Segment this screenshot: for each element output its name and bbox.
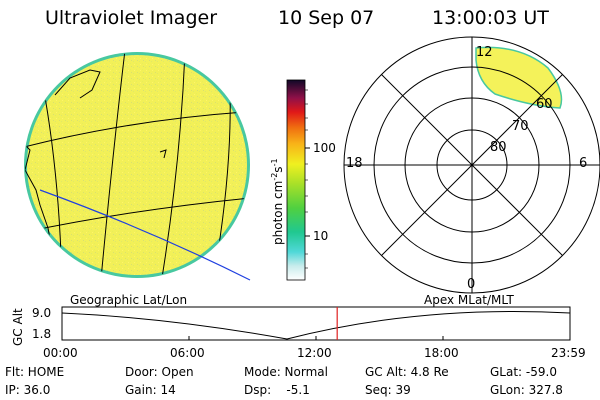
timeline-y-max: 9.0	[32, 306, 52, 320]
geographic-panel-label: Geographic Lat/Lon	[70, 293, 188, 307]
info-seq: Seq: 39	[365, 383, 411, 397]
timeline-y-label: GC Alt	[11, 308, 25, 346]
coastline	[54, 69, 101, 99]
longitude-line	[159, 53, 186, 277]
terminator-line	[39, 189, 251, 281]
mlt-12-label: 12	[476, 45, 493, 60]
altitude-timeline	[61, 306, 571, 341]
colorbar-minor-ticks	[305, 89, 308, 269]
time-label: 13:00:03 UT	[432, 7, 549, 29]
info-glat: GLat: -59.0	[490, 365, 557, 379]
coastline	[159, 149, 167, 159]
date-label: 10 Sep 07	[278, 7, 375, 29]
instrument-title: Ultraviolet Imager	[45, 7, 218, 29]
lat-60-label: 60	[536, 97, 553, 112]
lat-70-label: 70	[512, 119, 529, 134]
info-gc-alt: GC Alt: 4.8 Re	[365, 365, 449, 379]
timeline-y-min: 1.8	[32, 327, 52, 341]
colorbar-label-100: 100	[313, 141, 336, 155]
latitude-line	[25, 111, 246, 149]
info-dsp: Dsp: -5.1	[244, 383, 310, 397]
longitude-line	[99, 53, 126, 277]
timeline-tick-0: 00:00	[43, 346, 78, 360]
colorbar-unit-label: photon cm-2s-1	[270, 158, 285, 245]
lat-80-label: 80	[490, 140, 507, 155]
geographic-disk-panel	[24, 52, 251, 281]
timeline-tick-3: 18:00	[424, 346, 459, 360]
mlt-18-label: 18	[346, 156, 363, 171]
info-door: Door: Open	[125, 365, 194, 379]
info-flt: Flt: HOME	[5, 365, 65, 379]
timeline-tick-2: 12:00	[297, 346, 332, 360]
apex-panel-label: Apex MLat/MLT	[424, 293, 514, 307]
mlt-0-label: 0	[467, 277, 476, 292]
info-gain: Gain: 14	[125, 383, 176, 397]
latitude-line	[25, 197, 249, 233]
polar-diagonal	[381, 74, 563, 256]
info-ip: IP: 36.0	[5, 383, 51, 397]
altitude-curve	[61, 310, 571, 340]
timeline-tick-1: 06:00	[170, 346, 205, 360]
colorbar	[286, 79, 306, 281]
timeline-tick-4: 23:59	[551, 346, 586, 360]
info-mode: Mode: Normal	[244, 365, 328, 379]
mlt-6-label: 6	[579, 156, 588, 171]
polar-plot	[343, 36, 600, 294]
disk-fill	[27, 55, 247, 275]
auroral-blob	[475, 46, 563, 109]
info-glon: GLon: 327.8	[490, 383, 563, 397]
colorbar-label-10: 10	[313, 229, 329, 243]
